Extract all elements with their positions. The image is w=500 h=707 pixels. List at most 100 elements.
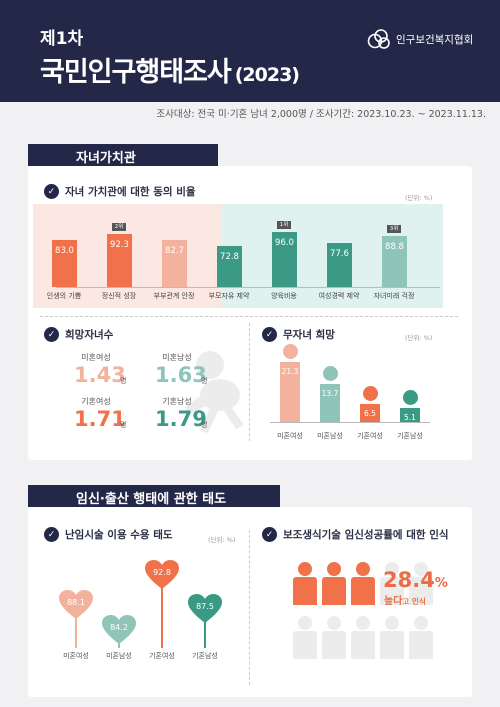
q2-label: 미혼여성 — [81, 353, 111, 362]
q3-bar: 13.7 — [320, 383, 340, 422]
q1-bar-label: 인생의 기쁨 — [46, 292, 82, 300]
divider-vertical-2 — [249, 530, 250, 685]
q4-pin-stem — [75, 610, 77, 648]
q2-value: 1.71 — [74, 407, 126, 431]
q4-pin-value: 84.2 — [110, 622, 128, 632]
header: 제1차 국민인구행태조사 (2023) 인구보건복지협회 — [0, 0, 500, 102]
person-head-icon — [385, 562, 399, 576]
person-head-icon — [327, 616, 341, 630]
q2-title: 희망자녀수 — [65, 329, 114, 341]
q1-bar-value: 82.7 — [165, 245, 184, 256]
q1-bar: 72.8 — [217, 245, 242, 287]
q3-bar-value: 13.7 — [321, 388, 339, 398]
q5-heading: ✓ 보조생식기술 임신성공률에 대한 인식 — [262, 527, 449, 542]
divider-horizontal — [40, 316, 458, 317]
q2-unit: 명 — [201, 421, 208, 429]
rank-badge: 1위 — [277, 221, 291, 230]
q3-bar-value: 5.1 — [404, 412, 416, 422]
q3-heading: ✓ 무자녀 희망 — [262, 327, 335, 342]
q3-baseline — [270, 422, 430, 423]
rank-badge: 2위 — [112, 223, 126, 232]
q3-bar: 5.1 — [400, 407, 420, 422]
baby-illustration-icon — [185, 351, 244, 433]
q4-unit: (단위: %) — [208, 536, 236, 544]
q1-bar-value: 77.6 — [330, 248, 349, 259]
q1-heading: ✓ 자녀 가치관에 대한 동의 비율 — [44, 184, 196, 199]
page-title: 국민인구행태조사 (2023) — [40, 50, 300, 89]
q1-bar-label: 부부관계 안정 — [153, 292, 195, 300]
q2-label: 미혼남성 — [162, 353, 192, 362]
q4-heading: ✓ 난임시술 이용 수용 태도 — [44, 527, 173, 542]
q5-caption-small: 고 인식 — [402, 597, 426, 606]
q2-unit: 명 — [120, 421, 127, 429]
q1-bar: 96.0 — [272, 232, 297, 287]
heart-icon — [102, 614, 136, 644]
q1-unit: (단위: %) — [405, 194, 433, 202]
q2-value: 1.63 — [155, 363, 207, 387]
q1-bar-label: 여성경력 제약 — [318, 292, 360, 300]
q5-percent-sign: % — [434, 576, 448, 591]
section-title-pregnancy: 임신·출산 행태에 관한 태도 — [28, 485, 280, 507]
title-text: 국민인구행태조사 — [40, 57, 232, 88]
q4-pin-label: 기혼남성 — [192, 652, 218, 660]
title-year: (2023) — [234, 64, 300, 86]
person-body-icon — [409, 577, 433, 605]
person-head-icon — [327, 562, 341, 576]
q2-unit: 명 — [120, 377, 127, 385]
q5-caption: 높다고 인식 — [384, 592, 426, 607]
person-head-icon — [356, 616, 370, 630]
q4-pin-label: 미혼남성 — [106, 652, 132, 660]
q3-person-head-icon — [282, 344, 298, 360]
person-body-icon — [351, 631, 375, 659]
person-body-icon — [322, 577, 346, 605]
person-body-icon — [380, 577, 404, 605]
section-title-child-values: 자녀가치관 — [28, 144, 218, 166]
check-icon: ✓ — [44, 327, 59, 342]
q5-caption-main: 높다 — [384, 596, 403, 607]
q3-bar-label: 기혼남성 — [397, 432, 423, 440]
person-body-icon — [409, 631, 433, 659]
q1-bar-label: 양육비용 — [271, 292, 297, 300]
q1-bar-value: 96.0 — [275, 238, 294, 249]
q3-person-head-icon — [362, 385, 378, 401]
check-icon: ✓ — [44, 527, 59, 542]
heart-icon — [145, 560, 179, 590]
org-logo: 인구보건복지협회 — [366, 28, 473, 50]
check-icon: ✓ — [44, 184, 59, 199]
q2-label: 기혼여성 — [81, 397, 111, 406]
q1-bar: 88.8 — [382, 236, 407, 287]
heart-icon — [59, 590, 93, 620]
q1-bar-label: 자녀미래 걱정 — [373, 292, 415, 300]
q4-pin-stem — [204, 613, 206, 648]
q2-heading: ✓ 희망자녀수 — [44, 327, 113, 342]
q5-percent-number: 28.4 — [383, 568, 435, 592]
q1-bar-value: 72.8 — [220, 251, 239, 262]
q2-value: 1.79 — [155, 407, 207, 431]
person-head-icon — [414, 616, 428, 630]
q1-bar: 82.7 — [162, 239, 187, 287]
q3-bar-value: 6.5 — [364, 408, 376, 418]
q3-bar: 6.5 — [360, 403, 380, 422]
q4-pin-label: 기혼여성 — [149, 652, 175, 660]
org-logo-icon — [367, 29, 390, 49]
q4-pin-value: 92.8 — [153, 568, 171, 578]
person-body-icon — [293, 577, 317, 605]
check-icon: ✓ — [262, 327, 277, 342]
q1-title: 자녀 가치관에 대한 동의 비율 — [65, 186, 196, 198]
person-head-icon — [414, 562, 428, 576]
q2-value: 1.43 — [74, 363, 126, 387]
q4-pin-stem — [161, 580, 163, 648]
org-name: 인구보건복지협회 — [396, 33, 474, 46]
q3-bar: 21.3 — [280, 362, 300, 422]
q5-percent: 28.4% — [383, 568, 448, 592]
q3-title: 무자녀 희망 — [283, 329, 335, 341]
q1-bar-value: 88.8 — [385, 242, 404, 253]
q4-pin-label: 미혼여성 — [63, 652, 89, 660]
q1-bar-value: 92.3 — [110, 240, 129, 251]
divider-vertical — [249, 323, 250, 441]
q3-bar-value: 21.3 — [281, 367, 299, 377]
person-body-icon — [380, 631, 404, 659]
heart-icon — [188, 593, 222, 623]
q5-title: 보조생식기술 임신성공률에 대한 인식 — [283, 529, 449, 541]
q3-person-head-icon — [402, 389, 418, 405]
